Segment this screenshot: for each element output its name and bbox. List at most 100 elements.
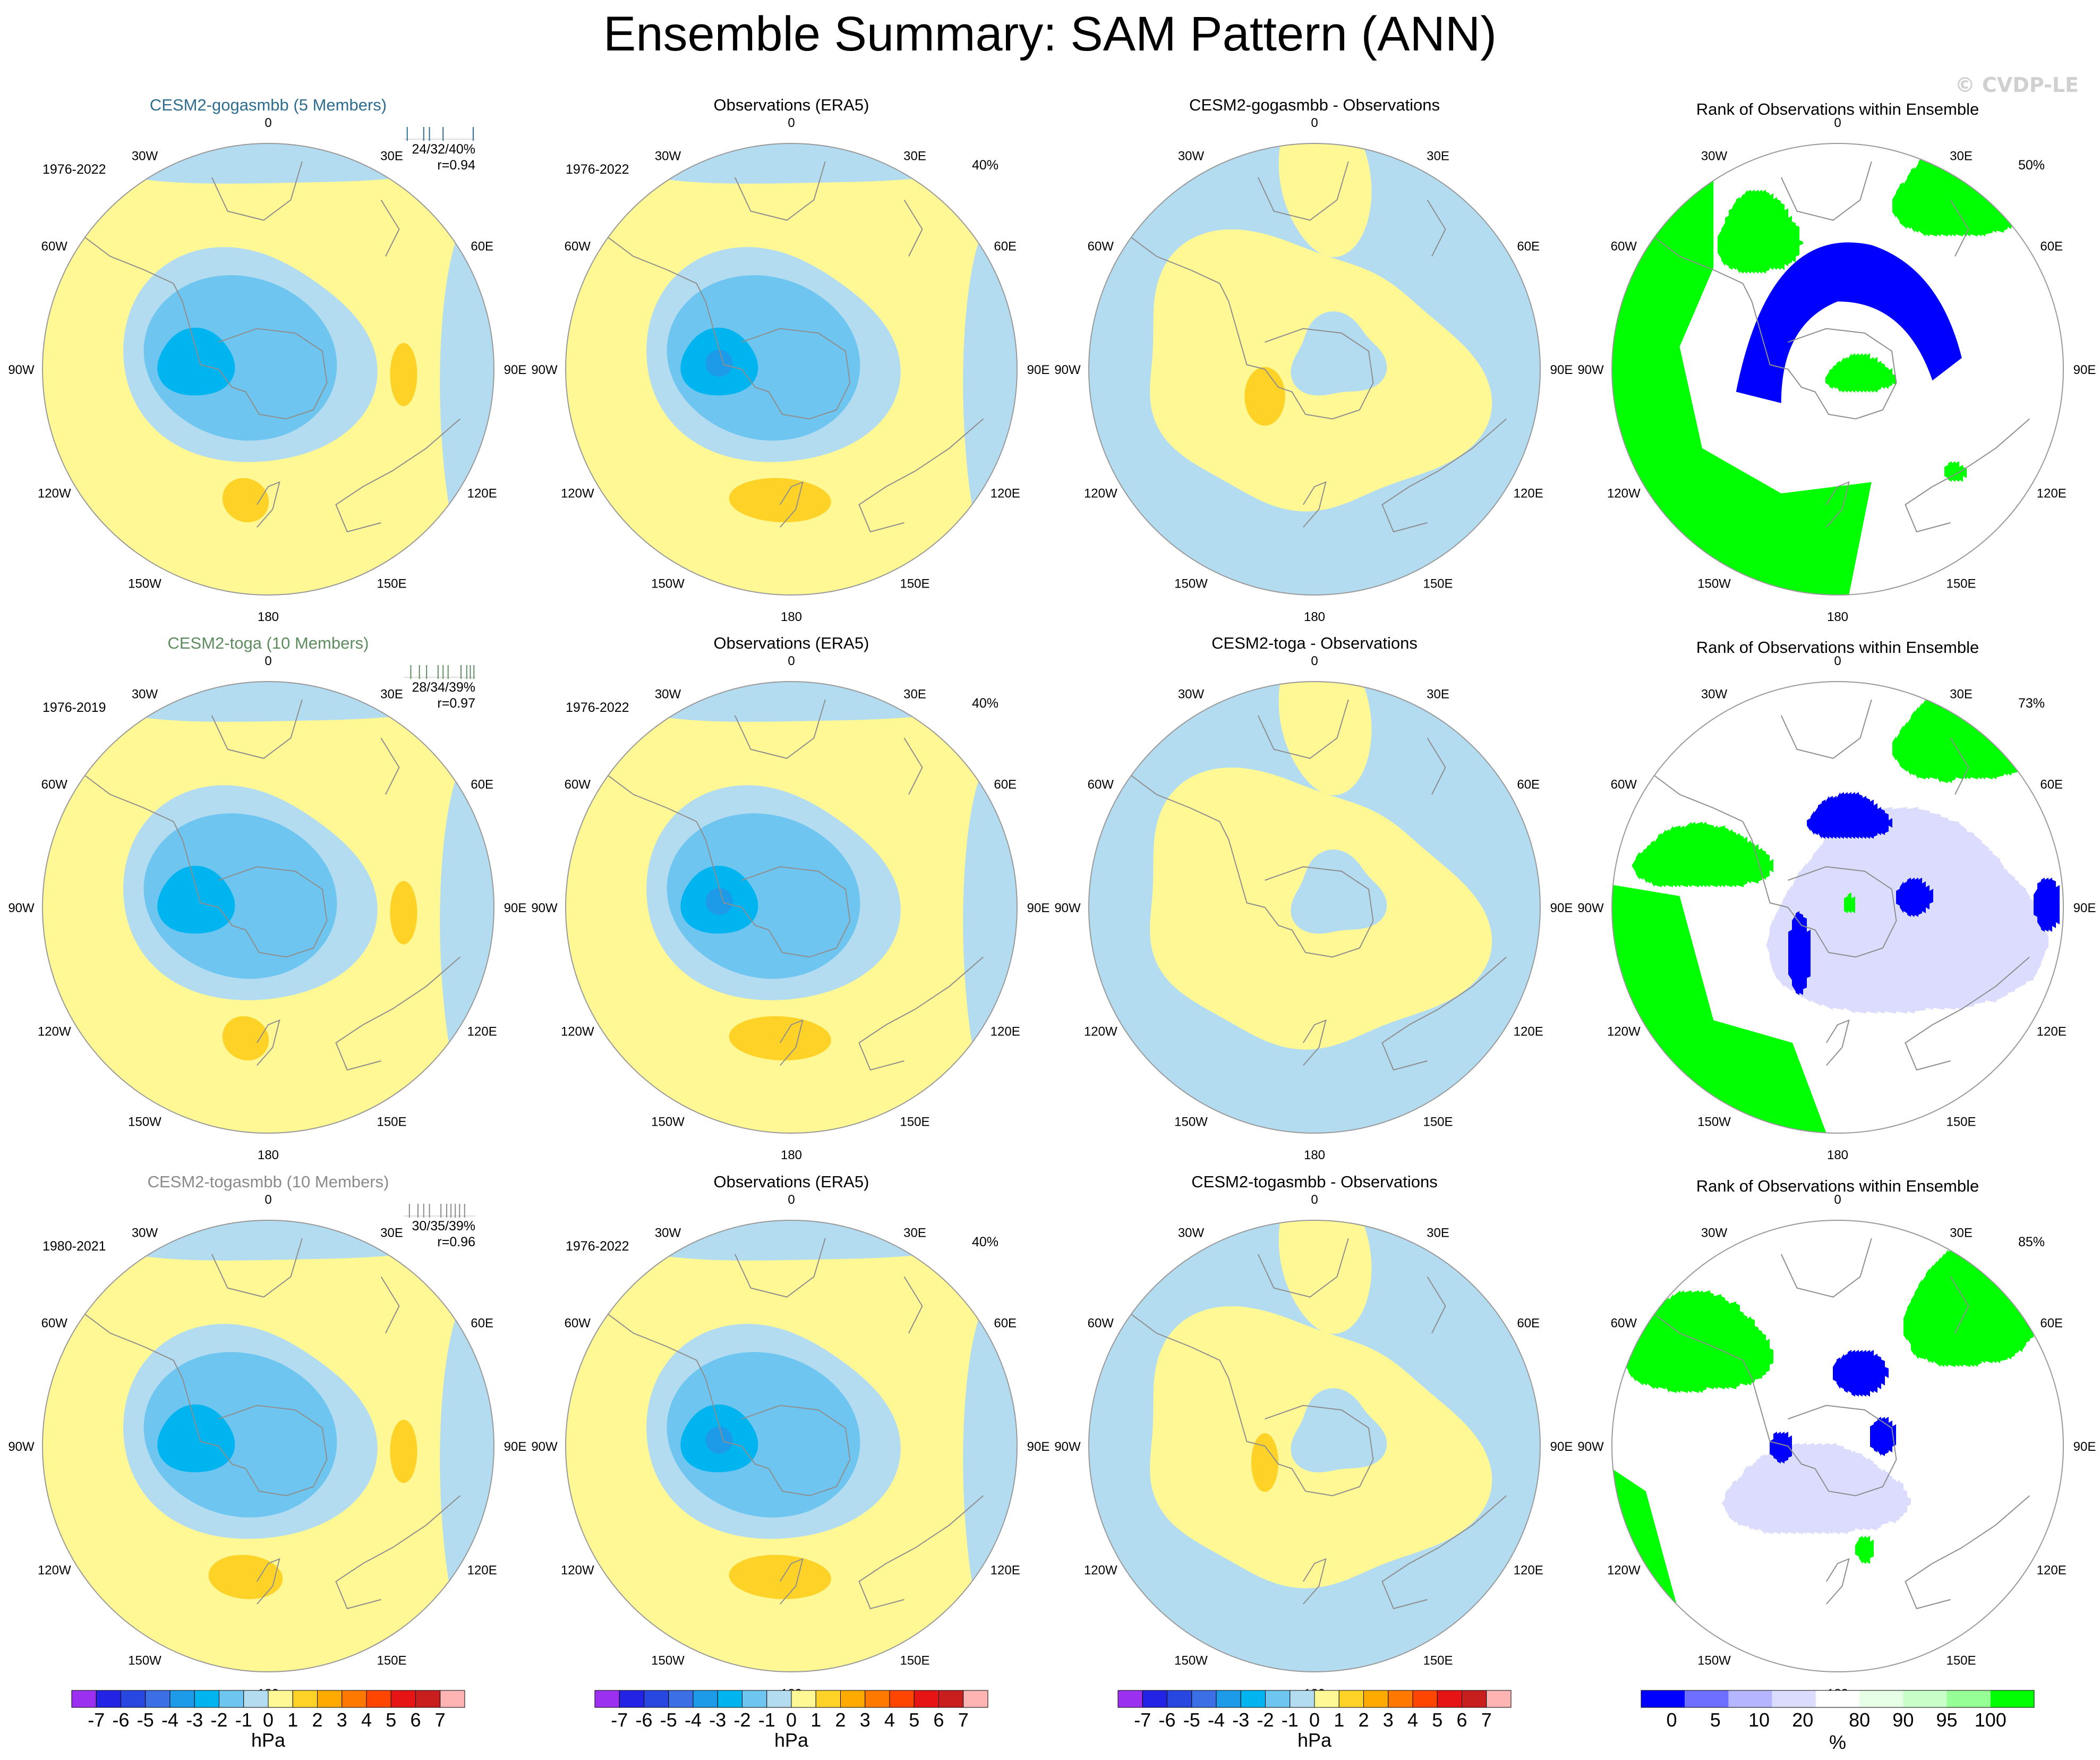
colorbar-swatch [71,1690,97,1708]
figure-title: Ensemble Summary: SAM Pattern (ANN) [603,7,1497,61]
diff-map-r2-lon-label: 60E [1517,778,1540,792]
diff-map-r3-lon-label: 120E [1514,1563,1543,1578]
obs-variance: 40% [972,696,998,711]
model-map-r1-map-border [42,143,494,596]
colorbar-units: hPa [1297,1729,1332,1751]
diff-map-r1-coastline-2 [1257,161,1349,221]
rank-map-r1-lon-label: 90E [2073,363,2096,377]
rank-map-r2-lon-label: 90W [1577,901,1604,915]
colorbar-swatch [1388,1690,1413,1708]
rank-tick-label: 0 [1667,1709,1677,1731]
obs-map-r3-lon-label: 90W [531,1440,558,1454]
rank-map-r2-fill-level [1896,878,1933,917]
colorbar-swatch [121,1690,146,1708]
rank-map-r1-lon-label: 150E [1946,577,1976,591]
rank-map-r2-fill-level [1807,792,1892,839]
model-map-r2-lon-label: 150E [377,1115,406,1129]
colorbar-tick-label: 5 [386,1709,396,1731]
rank-map-r1-lon-label: 90W [1577,363,1604,377]
obs-map-r3-coastline-2 [734,1238,826,1298]
colorbar-swatch [366,1690,391,1708]
rank-map-r2-lon-label: 120E [2037,1025,2067,1039]
panel-rank-row3: Rank of Observations within Ensemble 85% 0… [1577,1177,2096,1701]
colorbar-tick-label: -6 [635,1709,652,1731]
obs-map-r2-lon-label: 120E [991,1025,1020,1039]
obs-map-r2-coastline-1 [596,767,706,840]
obs-map-r2-coastline-0 [705,839,851,958]
colorbar-tick-label: 6 [410,1709,421,1731]
model-map-r3-map-border [42,1220,494,1672]
obs-map-r1-lon-label: 90E [1027,363,1050,377]
obs-map-r3-lon-label: 0 [788,1193,795,1207]
obs-map-r2-lon-label: 180 [781,1148,802,1162]
colorbar-swatch [1142,1690,1167,1708]
diff-map-r1-lon-label: 90E [1550,363,1573,377]
pattern-colorbar: -7 -6 -5 -4 -3 -2 -1 0 1 2 3 4 5 6 7 hPa [594,1690,988,1751]
obs-map-r2-lon-label: 90W [531,901,558,915]
model-map-r2-lon-label: 120W [38,1025,71,1039]
panel-model-row1: CESM2-gogasmbb (5 Members) 1976-2022 24/32… [8,96,526,624]
obs-map-r1-fill-level [705,350,733,377]
model-map-r2-lon-label: 180 [258,1148,279,1162]
diff-map-r2-lon-label: 150W [1174,1115,1208,1129]
obs-title: Observations (ERA5) [714,1172,869,1191]
diff-map-r1-coastline-1 [1120,228,1230,302]
diff-map-r1-fill-level [1244,367,1285,426]
diff-map-r2-coastline-1 [1120,767,1230,840]
model-map-r3-coastline-0 [182,1378,328,1497]
rank-map-r2-lon-label: 180 [1827,1148,1848,1162]
obs-map-r3-fill-level [729,1554,831,1600]
colorbar-swatch [766,1690,792,1708]
rank-colorbar-swatch [1947,1690,1991,1707]
rank-map-r3-lon-label: 150W [1697,1654,1731,1668]
diff-map-r2-coastline-0 [1228,839,1374,958]
model-map-r2-lon-label: 60W [41,778,68,792]
rank-colorbar-swatch [1990,1690,2034,1707]
colorbar-units: hPa [774,1729,809,1751]
rank-colorbar-units: % [1829,1731,1846,1753]
rank-map-r2-lon-label: 150W [1697,1115,1731,1129]
obs-map-r1-fill-level [667,275,860,441]
obs-map-r3-coastline-4 [779,1558,804,1605]
colorbar-swatch [914,1690,939,1708]
obs-map-r2-lon-label: 90E [1027,901,1050,915]
obs-map-r1-lon-label: 30W [655,149,681,163]
rank-map-r3-fill-level [1625,1290,1773,1393]
rank-map-r1-lon-label: 30W [1701,149,1728,163]
rank-tick-label: 5 [1710,1709,1721,1731]
diff-map-r3-coastline-5 [1427,1276,1446,1333]
model-map-r1-lon-label: 150E [377,577,406,591]
obs-map-r2-map-border [565,681,1018,1134]
rank-map-r3-fill-level [1770,1432,1792,1464]
colorbar-swatch [865,1690,890,1708]
obs-years: 1976-2022 [566,162,629,177]
diff-map-r1-lon-label: 60W [1088,240,1114,254]
model-title: CESM2-togasmbb (10 Members) [148,1172,389,1191]
model-map-r2-coastline-1 [73,767,183,840]
obs-map-r3-lon-label: 60E [994,1316,1017,1331]
model-map-r3-coastline-2 [211,1238,303,1298]
model-map-r3-coastline-5 [380,1276,400,1333]
obs-map-r2-lon-label: 60E [994,778,1017,792]
colorbar-tick-label: -7 [611,1709,628,1731]
obs-map-r2-lon-label: 150E [900,1115,929,1129]
colorbar-tick-label: 4 [361,1709,372,1731]
panel-obs-row1: Observations (ERA5) 1976-2022 40% 0 30E 60E 90… [531,96,1050,624]
pattern-colorbar: -7 -6 -5 -4 -3 -2 -1 0 1 2 3 4 5 6 7 hPa [71,1690,465,1751]
obs-map-r3-lon-label: 150W [651,1654,685,1668]
obs-map-r3-fill-level [589,1220,1010,1261]
model-correlation: r=0.94 [437,158,475,173]
colorbar-tick-label: 0 [786,1709,797,1731]
model-map-r2-coastline-4 [256,1019,280,1066]
panel-model-row3: CESM2-togasmbb (10 Members) 1980-2021 30/3… [8,1172,526,1701]
diff-map-r3-coastline-0 [1228,1378,1374,1497]
obs-map-r2-fill-level [705,888,733,915]
panel-obs-row3: Observations (ERA5) 1976-2022 40% 0 30E 60E 90… [531,1172,1049,1701]
colorbar-swatch [1240,1690,1266,1708]
model-map-r3-lon-label: 0 [264,1193,271,1207]
colorbar-swatch [1265,1690,1291,1708]
diff-map-r2-lon-label: 150E [1423,1115,1453,1129]
rank-map-r2-coastline-3 [1905,956,2030,1071]
obs-map-r2-lon-label: 120W [561,1025,594,1039]
